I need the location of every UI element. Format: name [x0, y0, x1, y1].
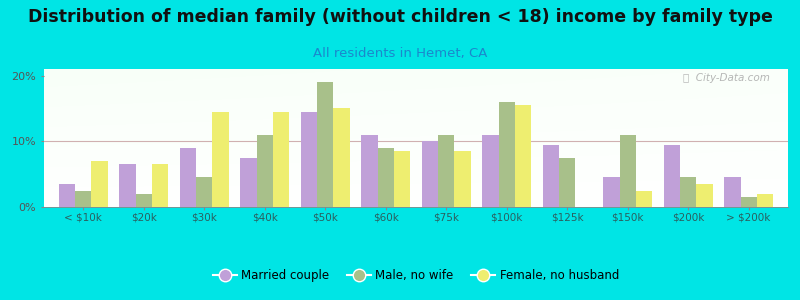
Bar — [724, 177, 741, 207]
Bar — [334, 108, 350, 207]
Bar — [559, 158, 575, 207]
Bar — [317, 82, 334, 207]
Bar — [515, 105, 531, 207]
Text: ⓘ  City-Data.com: ⓘ City-Data.com — [682, 73, 770, 83]
Bar — [75, 190, 91, 207]
Bar — [180, 148, 196, 207]
Bar — [498, 102, 515, 207]
Bar — [152, 164, 168, 207]
Bar — [119, 164, 136, 207]
Bar — [240, 158, 257, 207]
Text: All residents in Hemet, CA: All residents in Hemet, CA — [313, 46, 487, 59]
Bar — [664, 145, 680, 207]
Bar — [136, 194, 152, 207]
Bar — [680, 177, 696, 207]
Bar — [542, 145, 559, 207]
Bar — [696, 184, 713, 207]
Bar — [213, 112, 229, 207]
Text: Distribution of median family (without children < 18) income by family type: Distribution of median family (without c… — [27, 8, 773, 26]
Bar — [273, 112, 290, 207]
Bar — [482, 135, 498, 207]
Bar — [454, 151, 470, 207]
Bar — [636, 190, 652, 207]
Bar — [757, 194, 773, 207]
Bar — [741, 197, 757, 207]
Bar — [257, 135, 273, 207]
Bar — [362, 135, 378, 207]
Bar — [438, 135, 454, 207]
Bar — [394, 151, 410, 207]
Bar — [619, 135, 636, 207]
Bar — [91, 161, 108, 207]
Bar — [422, 141, 438, 207]
Bar — [378, 148, 394, 207]
Bar — [603, 177, 619, 207]
Bar — [301, 112, 317, 207]
Legend: Married couple, Male, no wife, Female, no husband: Married couple, Male, no wife, Female, n… — [208, 264, 624, 287]
Bar — [196, 177, 213, 207]
Bar — [59, 184, 75, 207]
